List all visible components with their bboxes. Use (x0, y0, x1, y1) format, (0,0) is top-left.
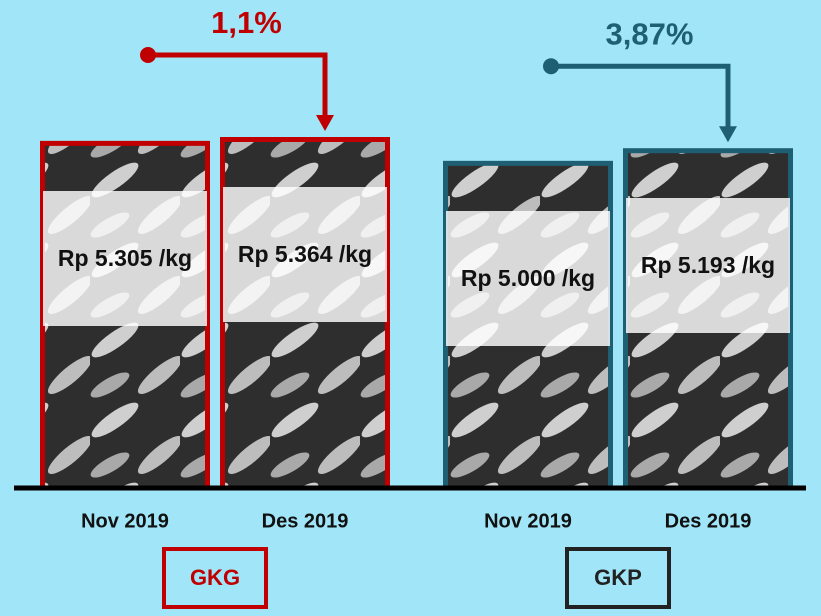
legend-label: GKP (594, 565, 642, 590)
change-label: 1,1% (211, 5, 282, 40)
value-label: Rp 5.000 /kg (446, 210, 610, 346)
x-tick-label: Des 2019 (665, 510, 752, 532)
x-tick-label: Nov 2019 (81, 510, 169, 532)
x-tick-label: Nov 2019 (484, 510, 572, 532)
arrow-head (316, 115, 334, 131)
legend-label: GKG (190, 565, 240, 590)
change-arrow (148, 52, 328, 117)
value-label: Rp 5.305 /kg (43, 190, 207, 326)
value-label: Rp 5.193 /kg (626, 198, 790, 334)
arrow-head (719, 126, 737, 143)
legend-box (162, 547, 268, 609)
change-label: 3,87% (606, 16, 694, 51)
value-label: Rp 5.364 /kg (223, 187, 387, 322)
x-tick-label: Des 2019 (262, 510, 349, 532)
legend-box (565, 547, 671, 609)
change-arrow (551, 63, 731, 129)
